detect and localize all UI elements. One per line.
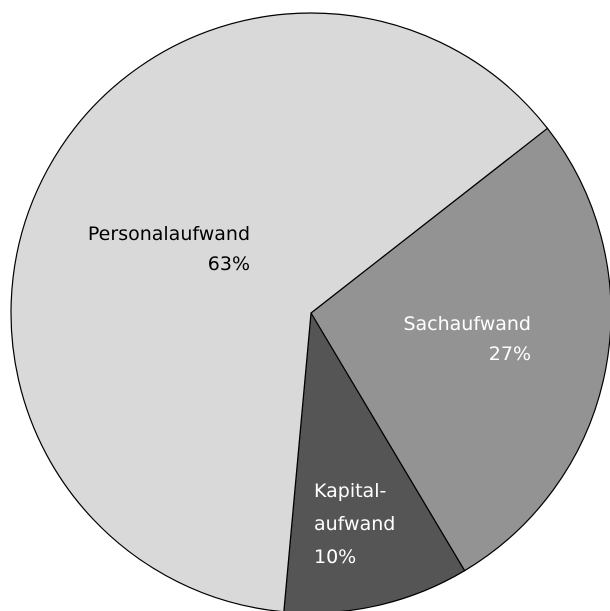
value-label: 10% [314,546,356,568]
slice-label-line: Personalaufwand [88,223,250,245]
pie-slice [10,12,549,611]
value-label: 27% [489,343,531,365]
slice-label: Personalaufwand [88,223,250,245]
pie-slice [310,127,610,572]
slice-label-line: aufwand [314,513,395,535]
slice-label: Kapital-aufwand [314,480,395,535]
pie-slice [283,311,466,611]
slice-label-line: Kapital- [314,480,386,502]
slice-label: Sachaufwand [403,313,531,335]
value-label: 63% [208,253,250,275]
slice-label-line: Sachaufwand [403,313,531,335]
